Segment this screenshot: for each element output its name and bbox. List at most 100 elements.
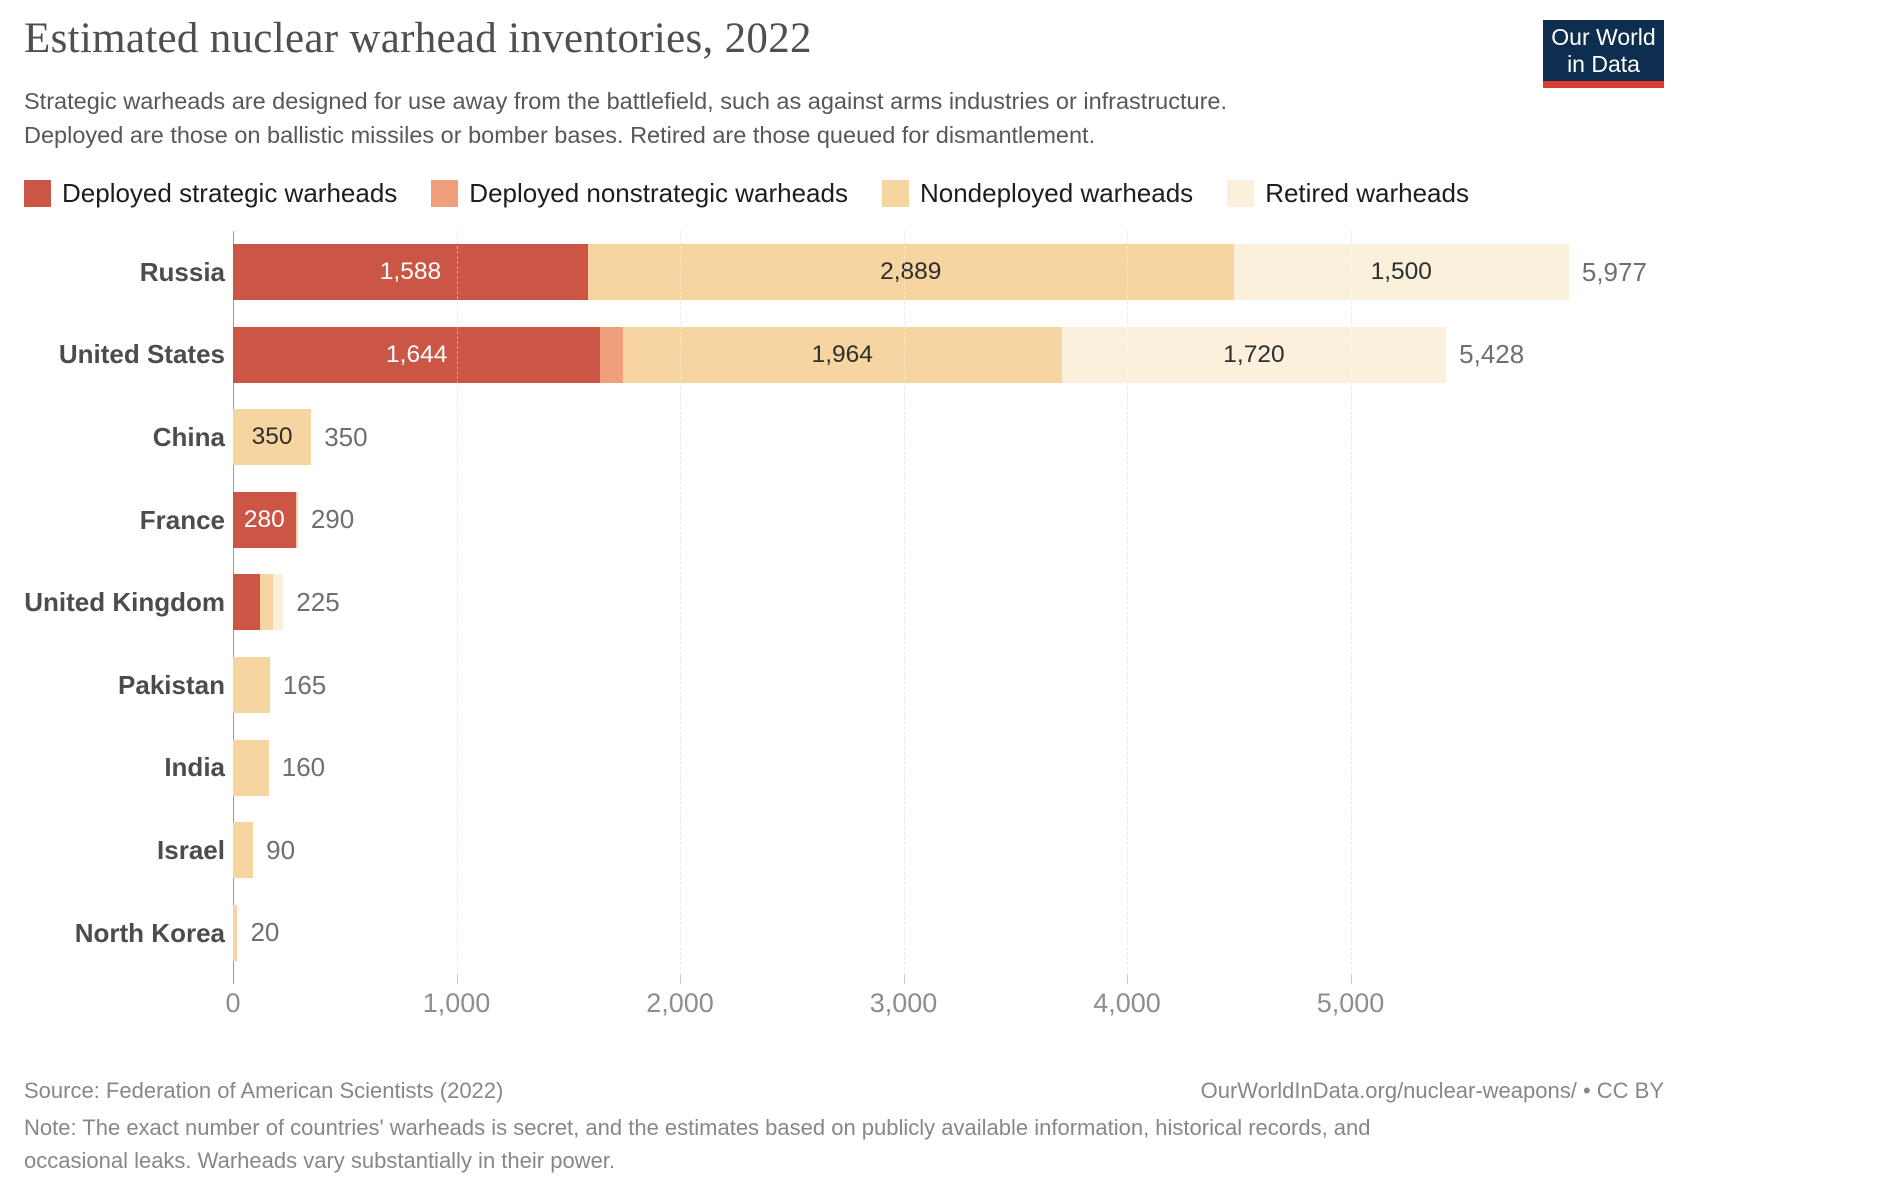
bar-row-pakistan: Pakistan 165 xyxy=(0,644,1892,727)
owid-logo-line2: in Data xyxy=(1567,50,1640,77)
owid-logo: Our World in Data xyxy=(1543,20,1664,88)
bar-row-france: France 280 290 xyxy=(0,479,1892,562)
page-title: Estimated nuclear warhead inventories, 2… xyxy=(24,15,812,62)
legend-label: Deployed strategic warheads xyxy=(62,178,398,208)
gridline xyxy=(903,231,905,975)
attribution-link[interactable]: OurWorldInData.org/nuclear-weapons/ • CC… xyxy=(1200,1078,1664,1103)
legend-swatch-icon xyxy=(1227,180,1255,207)
country-label: France xyxy=(139,504,225,535)
country-label: United Kingdom xyxy=(24,587,225,618)
bar-segment-deployed-strategic-warheads: 1,588 xyxy=(233,244,588,300)
bar-value-label: 1,720 xyxy=(1223,340,1285,368)
gridline-overlay xyxy=(1350,231,1352,975)
chart-subtitle-line1: Strategic warheads are designed for use … xyxy=(24,88,1228,114)
axis-tick-mark xyxy=(1350,975,1352,984)
bar-segment-deployed-nonstrategic-warheads xyxy=(600,326,623,383)
bar-segment-nondeployed-warheads xyxy=(295,491,298,548)
bar-segment-deployed-strategic-warheads: 280 xyxy=(233,491,296,548)
gridline-overlay xyxy=(903,231,905,975)
note-line1: Note: The exact number of countries' war… xyxy=(24,1115,1371,1140)
legend-swatch-icon xyxy=(881,180,909,207)
axis-tick-mark xyxy=(456,975,458,984)
axis-tick-mark xyxy=(903,975,905,984)
owid-logo-line1: Our World xyxy=(1551,23,1656,50)
bar-segment-nondeployed-warheads xyxy=(233,657,270,713)
bar-segment-nondeployed-warheads xyxy=(233,739,269,796)
bar-segment-deployed-strategic-warheads xyxy=(233,574,260,631)
chart-legend: Deployed strategic warheads Deployed nons… xyxy=(24,178,1469,209)
bar-segment-nondeployed-warheads xyxy=(233,904,238,961)
gridline xyxy=(1127,231,1128,975)
bar-segment-deployed-strategic-warheads: 1,644 xyxy=(233,326,601,383)
legend-label: Retired warheads xyxy=(1265,178,1469,208)
legend-item-1: Deployed nonstrategic warheads xyxy=(431,178,848,209)
legend-item-0: Deployed strategic warheads xyxy=(24,178,397,209)
bar-segment-retired-warheads xyxy=(273,574,284,631)
chart-subtitle-line2: Deployed are those on ballistic missiles… xyxy=(24,122,1096,148)
gridline xyxy=(456,231,458,975)
bar-value-label: 350 xyxy=(251,423,293,451)
bar-total-label: 225 xyxy=(296,586,340,617)
bar-value-label: 1,500 xyxy=(1370,258,1432,285)
bar-total-label: 290 xyxy=(310,504,355,535)
country-label: North Korea xyxy=(74,917,225,948)
legend-label: Nondeployed warheads xyxy=(919,178,1194,208)
bar-segment-retired-warheads: 1,500 xyxy=(1233,244,1569,300)
axis-tick-mark xyxy=(1127,975,1128,984)
note-line2: occasional leaks. Warheads vary substant… xyxy=(24,1148,616,1173)
axis-tick-mark xyxy=(680,975,681,984)
plot-area: 0 1,000 2,000 3,000 4,000 5,000 Russia 1,588 2,8… xyxy=(0,231,1892,1018)
x-tick-label: 5,000 xyxy=(1316,988,1385,1018)
bar-row-india: India 160 xyxy=(0,727,1892,810)
legend-item-2: Nondeployed warheads xyxy=(881,178,1194,209)
bar-segment-nondeployed-warheads: 350 xyxy=(233,409,312,466)
bar-total-label: 5,977 xyxy=(1581,256,1647,287)
bar-total-label: 165 xyxy=(282,669,327,700)
bar-total-label: 160 xyxy=(281,752,326,783)
bar-value-label: 1,964 xyxy=(811,340,873,368)
gridline-overlay xyxy=(456,231,458,975)
bar-value-label: 1,644 xyxy=(386,340,448,368)
x-tick-label: 3,000 xyxy=(869,988,938,1018)
gridline-overlay xyxy=(1127,231,1128,975)
bar-row-china: China 350 350 xyxy=(0,396,1892,479)
x-tick-label: 1,000 xyxy=(422,988,491,1018)
bar-total-label: 350 xyxy=(324,421,368,452)
note-text: Note: The exact number of countries' war… xyxy=(24,1111,1371,1177)
legend-swatch-icon xyxy=(431,180,459,207)
axis-tick-mark xyxy=(233,975,234,984)
bar-row-united-states: United States 1,644 1,964 1,720 5,428 xyxy=(0,314,1892,397)
country-label: Pakistan xyxy=(118,669,225,700)
chart-subtitle: Strategic warheads are designed for use … xyxy=(24,84,1227,152)
x-tick-label: 2,000 xyxy=(646,988,714,1018)
legend-label: Deployed nonstrategic warheads xyxy=(469,178,848,208)
country-label: Russia xyxy=(139,256,225,287)
country-label: Israel xyxy=(157,834,225,865)
bar-value-label: 280 xyxy=(243,505,285,533)
bar-segment-retired-warheads: 1,720 xyxy=(1061,326,1447,383)
bar-value-label: 2,889 xyxy=(880,258,942,285)
bar-segment-nondeployed-warheads xyxy=(259,574,274,631)
bar-segment-nondeployed-warheads: 2,889 xyxy=(587,244,1234,300)
legend-item-3: Retired warheads xyxy=(1227,178,1469,209)
gridline xyxy=(680,231,681,975)
gridline xyxy=(1350,231,1352,975)
country-label: India xyxy=(164,752,225,783)
bar-segment-nondeployed-warheads: 1,964 xyxy=(622,326,1062,383)
bar-row-israel: Israel 90 xyxy=(0,809,1892,892)
country-label: China xyxy=(152,421,225,452)
bar-total-label: 90 xyxy=(266,834,296,865)
country-label: United States xyxy=(58,339,225,370)
source-text: Source: Federation of American Scientist… xyxy=(24,1078,504,1103)
bar-row-north-korea: North Korea 20 xyxy=(0,892,1892,975)
bar-total-label: 20 xyxy=(250,917,280,948)
bar-segment-nondeployed-warheads xyxy=(233,822,254,879)
bar-value-label: 1,588 xyxy=(379,258,442,285)
x-tick-label: 0 xyxy=(225,988,241,1018)
bar-row-russia: Russia 1,588 2,889 1,500 5,977 xyxy=(0,231,1892,314)
legend-swatch-icon xyxy=(24,180,51,207)
bar-row-united-kingdom: United Kingdom 225 xyxy=(0,561,1892,644)
x-tick-label: 4,000 xyxy=(1093,988,1161,1018)
gridline-overlay xyxy=(680,231,681,975)
